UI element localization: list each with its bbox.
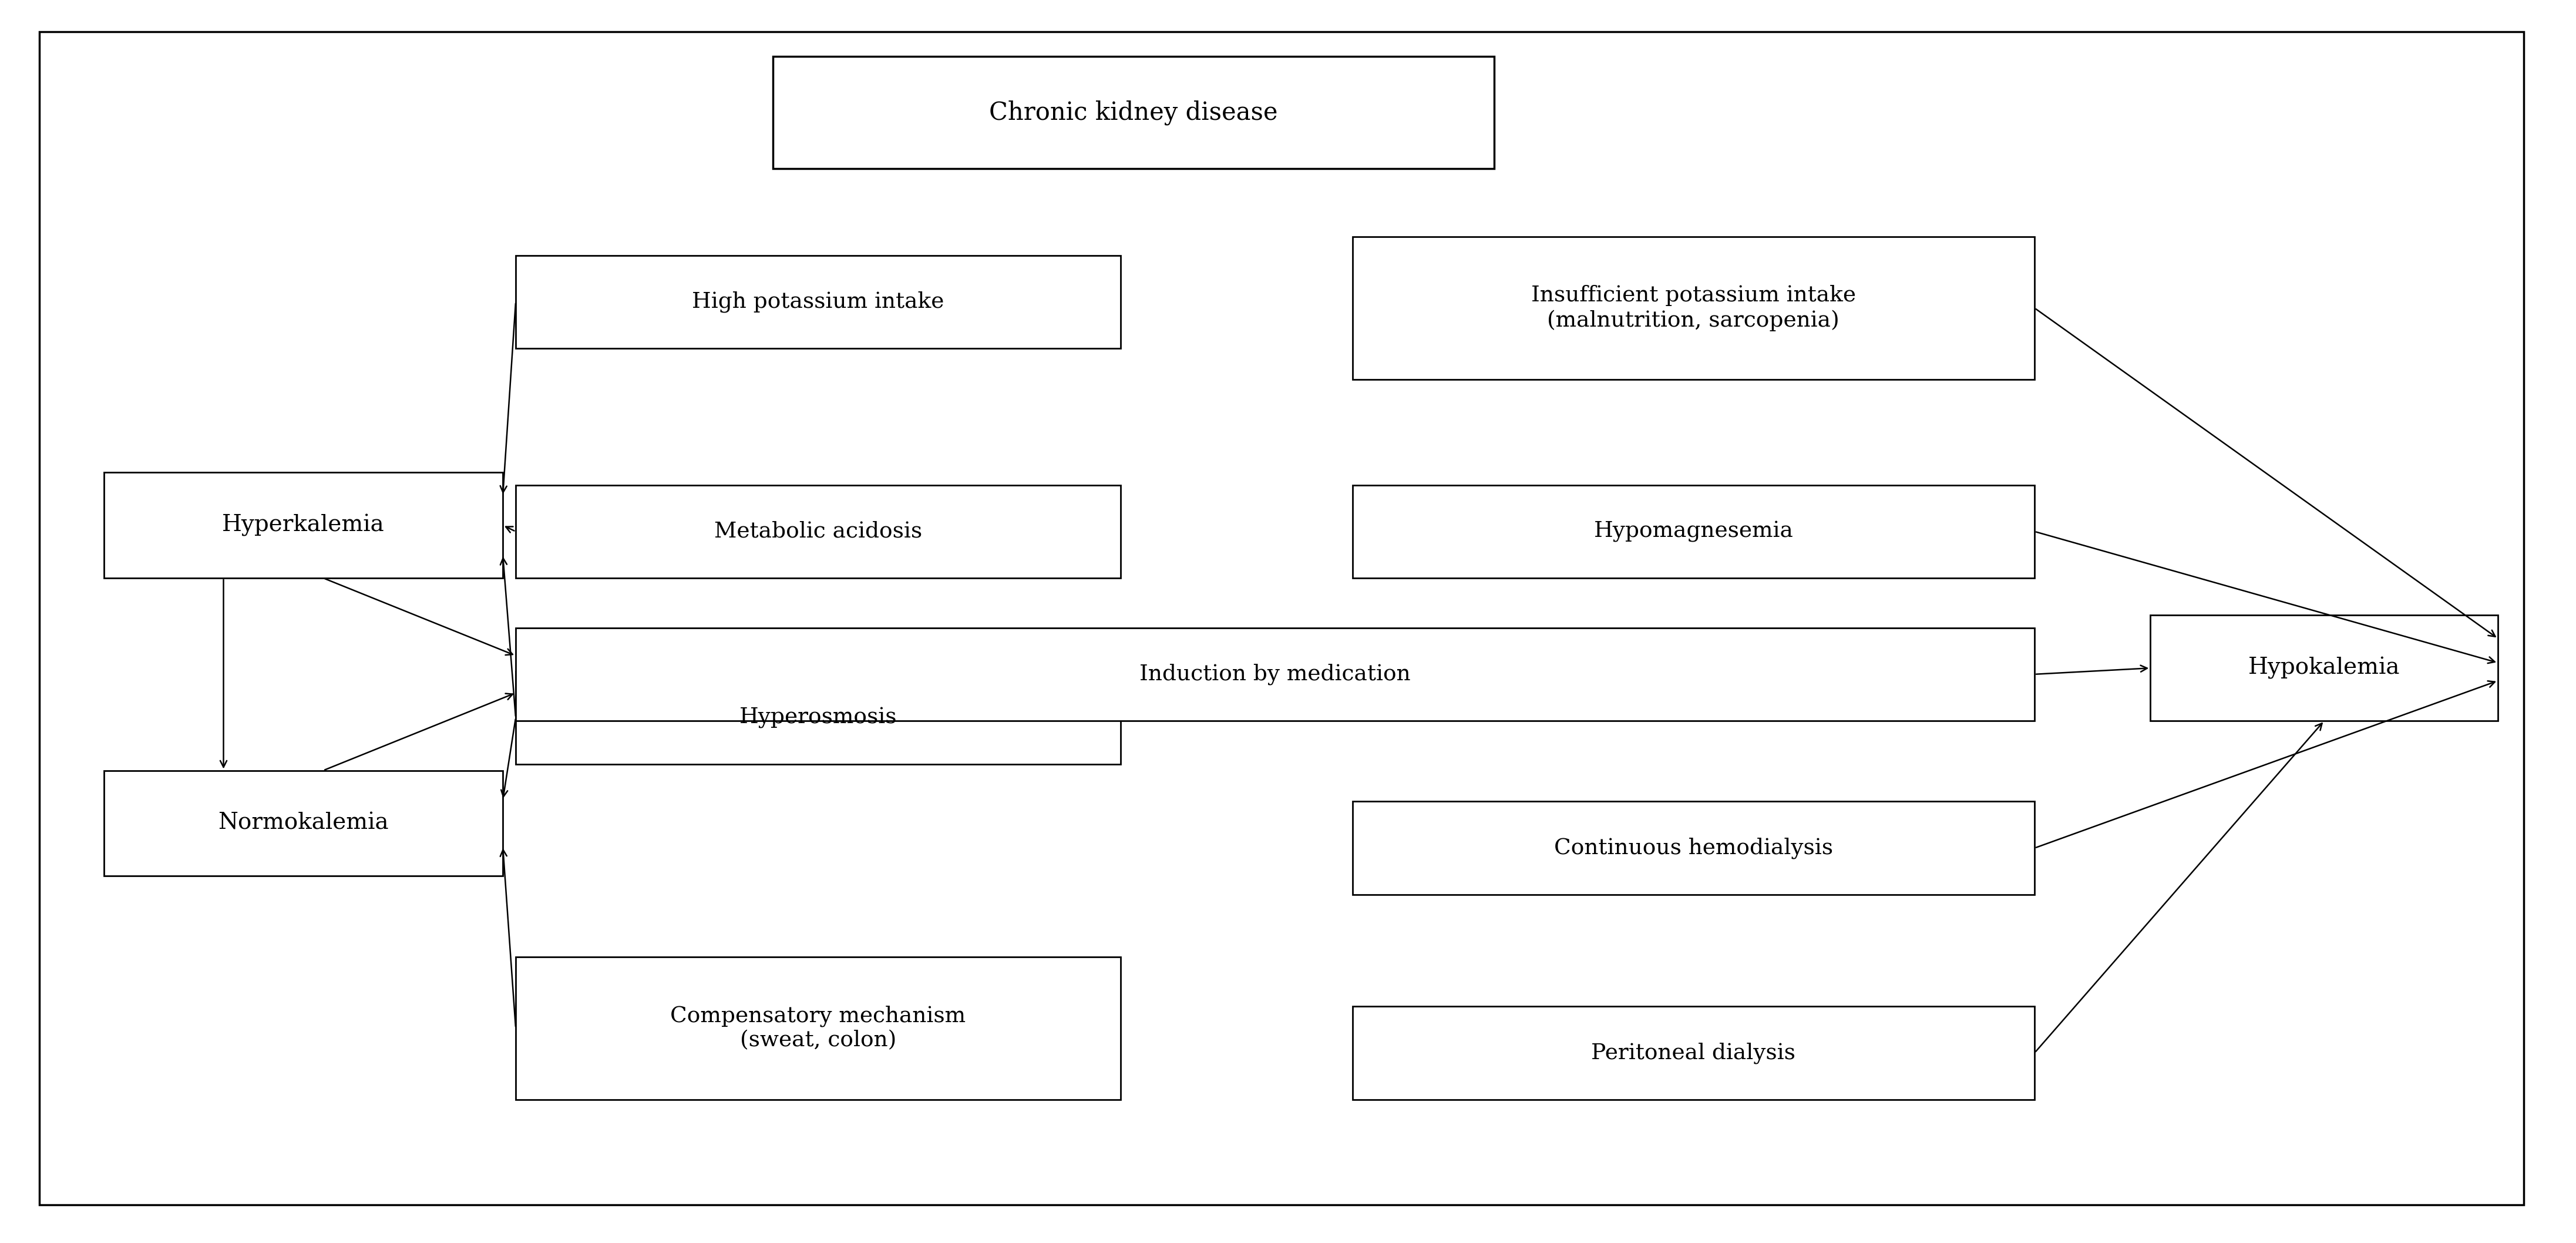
- Bar: [2151, 615, 2499, 721]
- Text: Continuous hemodialysis: Continuous hemodialysis: [1553, 838, 1834, 859]
- Bar: [515, 957, 1121, 1099]
- Bar: [773, 57, 1494, 168]
- Bar: [515, 255, 1121, 348]
- Text: Normokalemia: Normokalemia: [219, 813, 389, 834]
- Text: Insufficient potassium intake
(malnutrition, sarcopenia): Insufficient potassium intake (malnutrit…: [1530, 285, 1855, 331]
- Bar: [1352, 802, 2035, 895]
- Text: Peritoneal dialysis: Peritoneal dialysis: [1592, 1042, 1795, 1064]
- Text: Compensatory mechanism
(sweat, colon): Compensatory mechanism (sweat, colon): [670, 1006, 966, 1052]
- Text: Hypokalemia: Hypokalemia: [2249, 656, 2401, 679]
- Bar: [515, 628, 2035, 721]
- Bar: [1352, 485, 2035, 578]
- Bar: [103, 771, 502, 876]
- Text: Chronic kidney disease: Chronic kidney disease: [989, 99, 1278, 126]
- Bar: [1352, 1007, 2035, 1099]
- Bar: [103, 472, 502, 578]
- Text: Hypomagnesemia: Hypomagnesemia: [1595, 521, 1793, 542]
- Text: Hyperosmosis: Hyperosmosis: [739, 707, 896, 728]
- Bar: [515, 485, 1121, 578]
- Bar: [515, 671, 1121, 764]
- Bar: [1352, 236, 2035, 379]
- Text: Hyperkalemia: Hyperkalemia: [222, 515, 384, 537]
- Text: Metabolic acidosis: Metabolic acidosis: [714, 521, 922, 542]
- Text: Induction by medication: Induction by medication: [1139, 664, 1412, 685]
- Text: High potassium intake: High potassium intake: [693, 291, 945, 312]
